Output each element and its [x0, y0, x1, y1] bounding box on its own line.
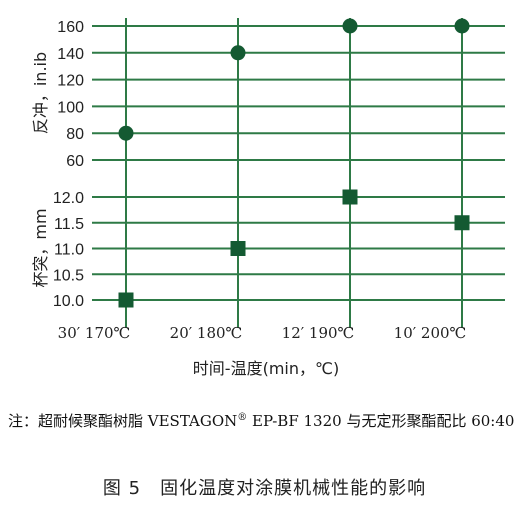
x-axis-title: 时间-温度(min，℃)	[193, 359, 339, 378]
x-tick-label: 10′ 200℃	[394, 324, 467, 342]
data-point-square	[118, 292, 134, 308]
grid	[92, 18, 505, 328]
y-tick-label: 60	[66, 153, 84, 170]
note-prefix: 注：超耐候聚酯树脂 VESTAGON	[8, 412, 238, 430]
y-tick-label: 11.5	[54, 216, 84, 233]
figure-note: 注：超耐候聚酯树脂 VESTAGON® EP-BF 1320 与无定形聚酯配比 …	[8, 404, 520, 435]
data-marks	[118, 18, 470, 308]
y-tick-label: 11.0	[54, 242, 84, 259]
tick-labels: 60 80 100 120 140 160 10.0 10.5 11.0 11.5 12.0 30′ …	[53, 19, 466, 342]
y-tick-label: 10.5	[53, 267, 84, 284]
figure-caption: 图 5 固化温度对涂膜机械性能的影响	[102, 478, 427, 499]
x-tick-label: 12′ 190℃	[282, 324, 355, 342]
y-axis-title: 杯突，mm	[31, 208, 50, 287]
data-point-square	[454, 215, 470, 231]
data-point-circle	[454, 18, 470, 34]
y-tick-label: 120	[57, 73, 84, 90]
note-suffix: EP-BF 1320 与无定形聚酯配比 60:40	[247, 412, 515, 430]
data-point-circle	[342, 18, 358, 34]
registered-mark: ®	[237, 412, 248, 423]
y-tick-label: 100	[57, 99, 84, 116]
y-tick-label: 12.0	[53, 190, 84, 207]
data-point-circle	[230, 45, 246, 61]
data-point-circle	[118, 125, 134, 141]
y-tick-label: 10.0	[53, 293, 84, 310]
x-tick-label: 20′ 180℃	[170, 324, 243, 342]
axis-titles: 反冲，in.ib 杯突，mm 时间-温度(min，℃)	[31, 52, 339, 378]
y-axis-title: 反冲，in.ib	[31, 52, 50, 134]
x-tick-label: 30′ 170℃	[58, 324, 131, 342]
chart: 60 80 100 120 140 160 10.0 10.5 11.0 11.5 12.0 30′ …	[31, 18, 505, 378]
data-point-square	[230, 241, 246, 256]
y-tick-label: 160	[57, 19, 84, 36]
data-point-square	[342, 189, 358, 205]
y-tick-label: 140	[57, 46, 84, 63]
y-tick-label: 80	[66, 126, 84, 143]
